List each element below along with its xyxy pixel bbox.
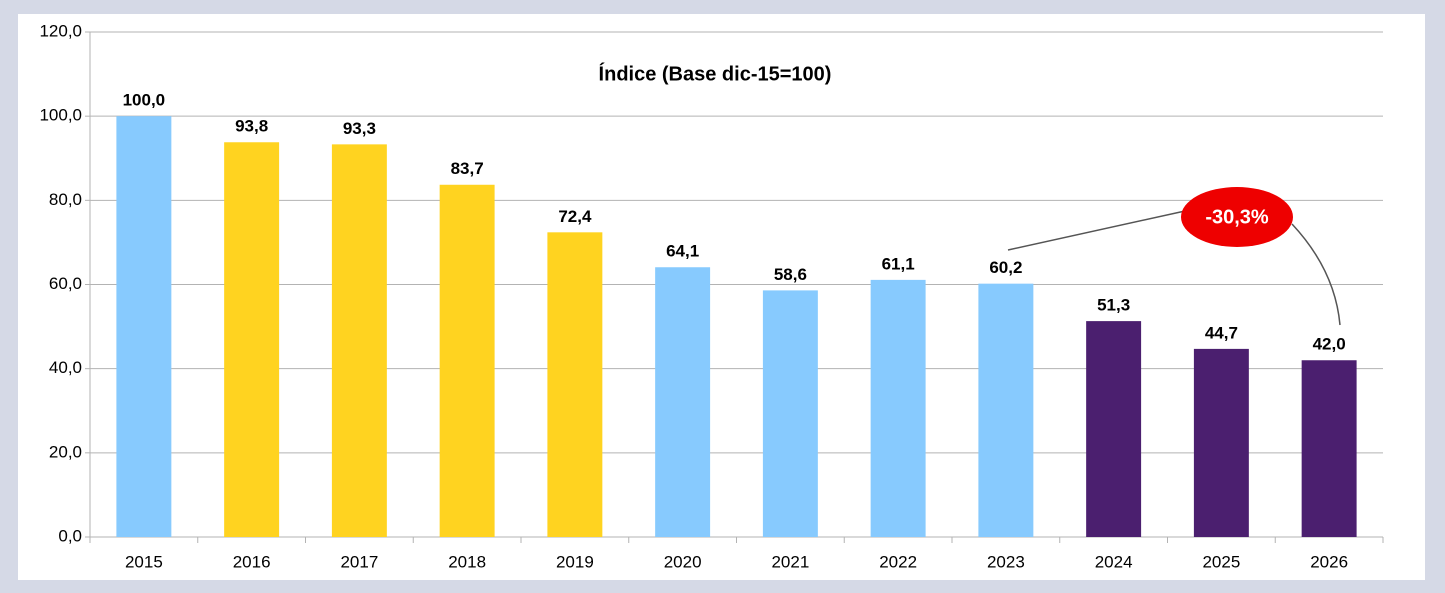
data-label: 60,2 [989, 258, 1022, 277]
x-tick-label: 2023 [987, 552, 1025, 571]
data-label: 93,3 [343, 119, 376, 138]
x-tick-label: 2020 [664, 552, 702, 571]
y-tick-label: 60,0 [49, 274, 82, 293]
x-tick-label: 2025 [1202, 552, 1240, 571]
x-tick-label: 2015 [125, 552, 163, 571]
y-tick-label: 40,0 [49, 358, 82, 377]
x-tick-label: 2024 [1095, 552, 1133, 571]
bar [547, 232, 603, 538]
x-tick-label: 2017 [340, 552, 378, 571]
y-tick-label: 80,0 [49, 190, 82, 209]
data-label: 93,8 [235, 117, 268, 136]
data-label: 64,1 [666, 242, 699, 261]
bar [116, 116, 172, 538]
x-tick-label: 2018 [448, 552, 486, 571]
annotation-label: -30,3% [1205, 206, 1269, 228]
y-tick-label: 20,0 [49, 442, 82, 461]
data-label: 83,7 [451, 159, 484, 178]
chart-title: Índice (Base dic-15=100) [599, 62, 832, 85]
bar [1301, 360, 1357, 537]
bar [1193, 348, 1249, 537]
annotation-connector [1007, 210, 1186, 251]
data-label: 42,0 [1313, 335, 1346, 354]
x-tick-label: 2016 [233, 552, 271, 571]
bar [762, 290, 818, 537]
bar [224, 142, 280, 537]
data-label: 44,7 [1205, 323, 1238, 342]
y-tick-label: 0,0 [58, 526, 82, 545]
data-label: 51,3 [1097, 296, 1130, 315]
annotation-connector [1291, 223, 1341, 326]
bar [439, 184, 495, 537]
x-tick-label: 2022 [879, 552, 917, 571]
x-tick-label: 2026 [1310, 552, 1348, 571]
data-label: 58,6 [774, 265, 807, 284]
data-label: 100,0 [123, 91, 166, 110]
x-tick-label: 2019 [556, 552, 594, 571]
bar [655, 267, 711, 537]
data-label: 61,1 [882, 254, 915, 273]
annotation-bubble [1181, 187, 1293, 247]
y-tick-label: 100,0 [39, 106, 82, 125]
bar [331, 144, 387, 538]
bar [1086, 321, 1142, 537]
x-tick-label: 2021 [771, 552, 809, 571]
bar [870, 279, 926, 537]
bar [978, 283, 1034, 537]
y-tick-label: 120,0 [39, 21, 82, 40]
data-label: 72,4 [558, 207, 592, 226]
